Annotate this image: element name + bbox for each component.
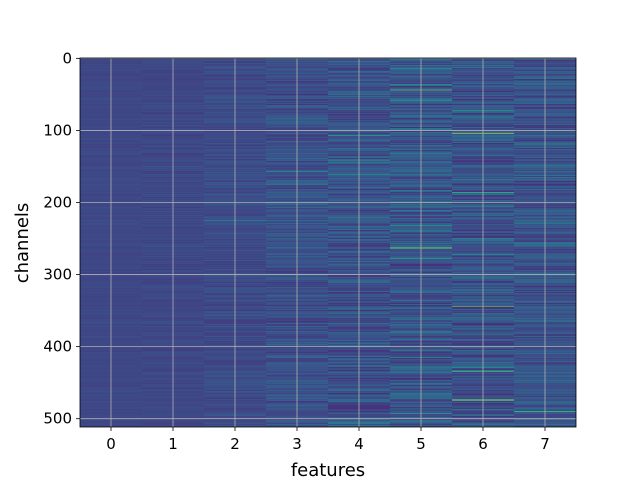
y-tick-label: 0	[62, 49, 72, 67]
x-tick-label: 3	[292, 435, 302, 453]
y-tick-label: 400	[43, 338, 72, 356]
x-tick-label: 0	[106, 435, 116, 453]
x-tick-label: 2	[230, 435, 240, 453]
y-tick-label: 500	[43, 410, 72, 428]
grid-lines	[80, 57, 576, 427]
y-ticks: 0 100 200 300 400 500	[43, 49, 80, 428]
y-axis-label: channels	[12, 203, 33, 284]
y-tick-label: 300	[43, 266, 72, 284]
x-tick-label: 7	[540, 435, 550, 453]
x-tick-label: 5	[416, 435, 426, 453]
x-tick-label: 4	[354, 435, 364, 453]
x-tick-label: 1	[168, 435, 178, 453]
x-ticks: 0 1 2 3 4 5 6 7	[106, 427, 550, 453]
y-tick-label: 200	[43, 194, 72, 212]
x-axis-label: features	[291, 460, 365, 480]
y-tick-label: 100	[43, 121, 72, 139]
heatmap-cells	[80, 58, 576, 427]
x-tick-label: 6	[478, 435, 488, 453]
plot-frame	[79, 57, 577, 428]
